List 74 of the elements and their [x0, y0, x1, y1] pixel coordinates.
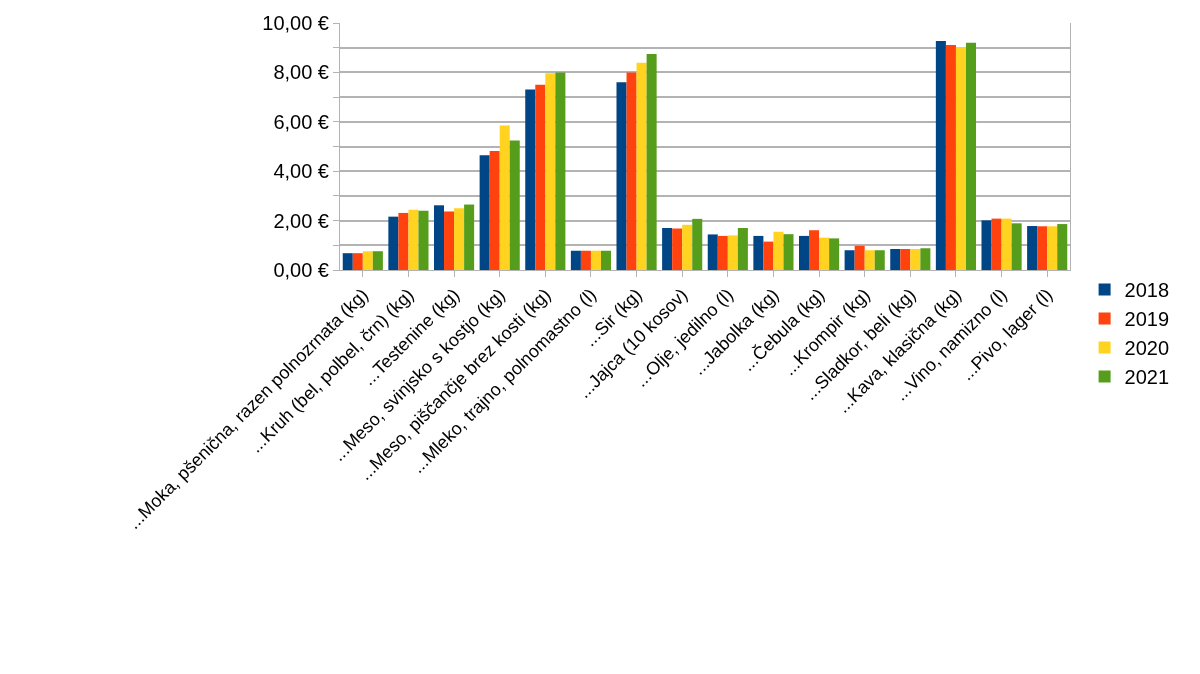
bar	[590, 250, 601, 270]
bar	[489, 150, 500, 270]
bar	[646, 54, 657, 270]
bar	[965, 42, 977, 270]
bar	[1027, 226, 1038, 270]
bar	[636, 62, 647, 270]
legend-label: 2021	[1124, 366, 1170, 389]
bar	[479, 155, 490, 270]
bar	[388, 216, 399, 270]
bar	[844, 250, 855, 270]
bar	[662, 228, 673, 270]
bar	[753, 235, 764, 270]
bar	[408, 209, 419, 270]
bar	[433, 205, 445, 270]
bar	[783, 234, 794, 270]
bar	[910, 249, 921, 270]
bar	[829, 238, 840, 270]
bar	[535, 84, 546, 270]
bar	[372, 251, 383, 270]
bar	[1001, 218, 1012, 270]
bar	[352, 253, 363, 270]
y-tick-label: 8,00 €	[273, 61, 329, 84]
y-tick-label: 10,00 €	[262, 12, 329, 34]
bar	[900, 249, 911, 270]
bar	[464, 204, 475, 270]
bar	[509, 140, 520, 270]
y-tick-label: 6,00 €	[273, 110, 329, 133]
bar	[398, 212, 409, 270]
bar	[809, 230, 820, 270]
bar	[626, 72, 637, 270]
bar	[920, 248, 931, 270]
bar	[570, 250, 581, 270]
bar	[945, 44, 956, 270]
bar	[874, 250, 885, 270]
bar	[890, 249, 901, 270]
bar	[555, 72, 566, 270]
bar	[955, 46, 966, 270]
bar	[1047, 226, 1058, 270]
bar	[727, 235, 738, 270]
bar	[682, 224, 693, 270]
bar	[763, 241, 774, 270]
y-tick-label: 2,00 €	[273, 209, 329, 232]
bar	[672, 228, 683, 270]
bar	[1057, 224, 1068, 270]
bar	[717, 235, 728, 270]
bar	[819, 237, 830, 270]
bar	[981, 220, 992, 270]
bar	[545, 73, 556, 270]
bar	[418, 210, 429, 270]
bar	[342, 253, 353, 270]
bar	[692, 218, 703, 270]
legend-label: 2019	[1124, 308, 1170, 331]
bar	[616, 82, 627, 270]
bar	[600, 250, 612, 270]
bar	[935, 41, 946, 270]
bar	[864, 250, 875, 270]
bar	[444, 211, 455, 270]
bar	[991, 218, 1002, 270]
y-tick-label: 4,00 €	[273, 160, 329, 183]
legend-label: 2018	[1124, 279, 1170, 302]
bar	[798, 235, 810, 270]
y-tick-label: 0,00 €	[273, 259, 329, 281]
bar	[1037, 226, 1048, 270]
bar	[707, 234, 718, 270]
bar	[580, 250, 591, 270]
bar	[1011, 223, 1022, 270]
bar	[773, 231, 784, 270]
bar	[737, 228, 748, 270]
legend-label: 2020	[1124, 337, 1170, 360]
bar	[362, 251, 373, 270]
bar	[499, 125, 510, 270]
bar	[854, 245, 865, 270]
bar	[525, 89, 536, 270]
bar	[454, 208, 465, 270]
